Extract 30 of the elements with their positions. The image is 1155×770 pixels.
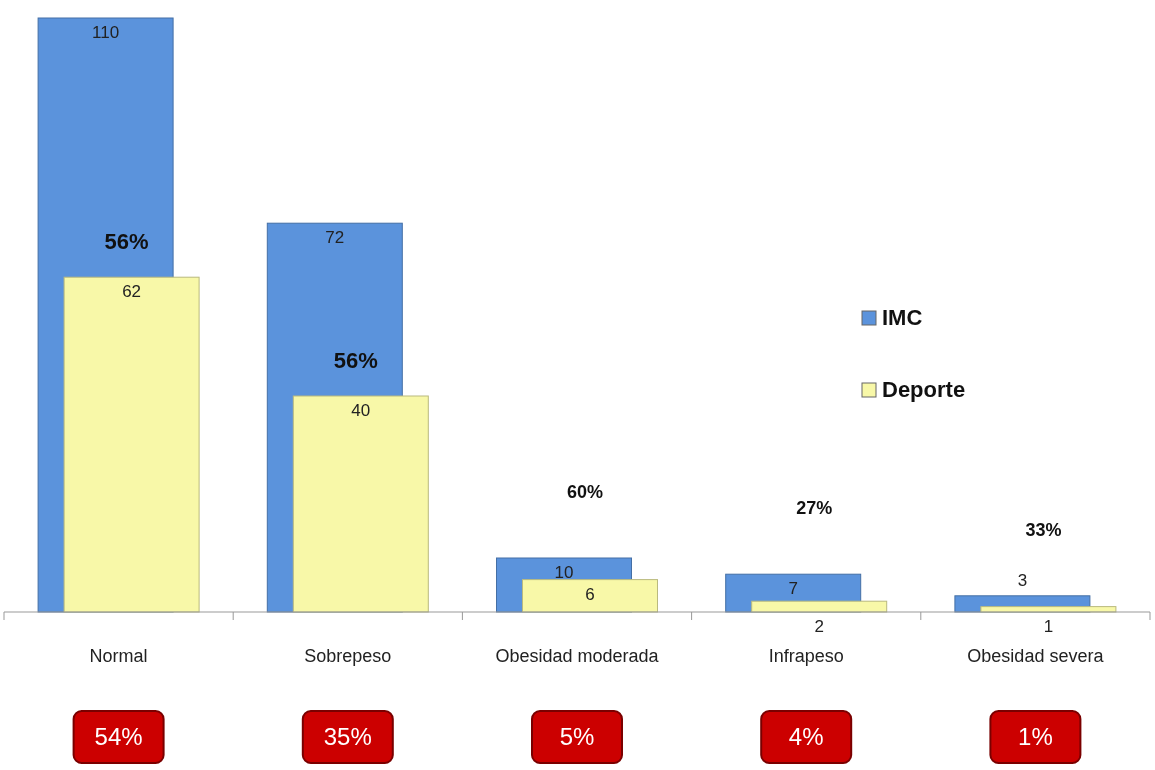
x-tick-label: Infrapeso xyxy=(768,646,844,666)
x-tick-label: Sobrepeso xyxy=(304,646,392,666)
annotation: 56% xyxy=(104,229,149,255)
bar xyxy=(292,395,429,613)
annotation: 56% xyxy=(333,348,378,373)
bar xyxy=(522,579,658,613)
data-label: 6 xyxy=(585,584,595,604)
legend-label: IMC xyxy=(882,305,923,330)
data-label: 1 xyxy=(1043,617,1054,636)
text: 35% xyxy=(323,723,372,750)
text: 5% xyxy=(559,723,595,750)
data-label: 62 xyxy=(122,282,142,302)
text: 54% xyxy=(94,723,143,750)
bar xyxy=(63,276,200,613)
annotation: 33% xyxy=(1025,519,1062,540)
data-label: 10 xyxy=(554,563,574,582)
legend-label: Deporte xyxy=(882,377,966,402)
x-tick-label: Normal xyxy=(89,646,148,666)
data-label: 40 xyxy=(351,401,371,420)
x-tick-label: Obesidad moderada xyxy=(495,646,660,666)
data-label: 110 xyxy=(92,23,120,42)
data-label: 72 xyxy=(325,228,345,248)
data-label: 2 xyxy=(814,617,824,636)
data-label: 3 xyxy=(1017,570,1028,590)
annotation: 60% xyxy=(566,482,604,502)
text: 1% xyxy=(1018,723,1053,750)
annotation: 27% xyxy=(796,498,833,519)
data-label: 7 xyxy=(788,579,798,599)
x-tick-label: Obesidad severa xyxy=(967,646,1105,666)
text: 4% xyxy=(788,723,824,750)
